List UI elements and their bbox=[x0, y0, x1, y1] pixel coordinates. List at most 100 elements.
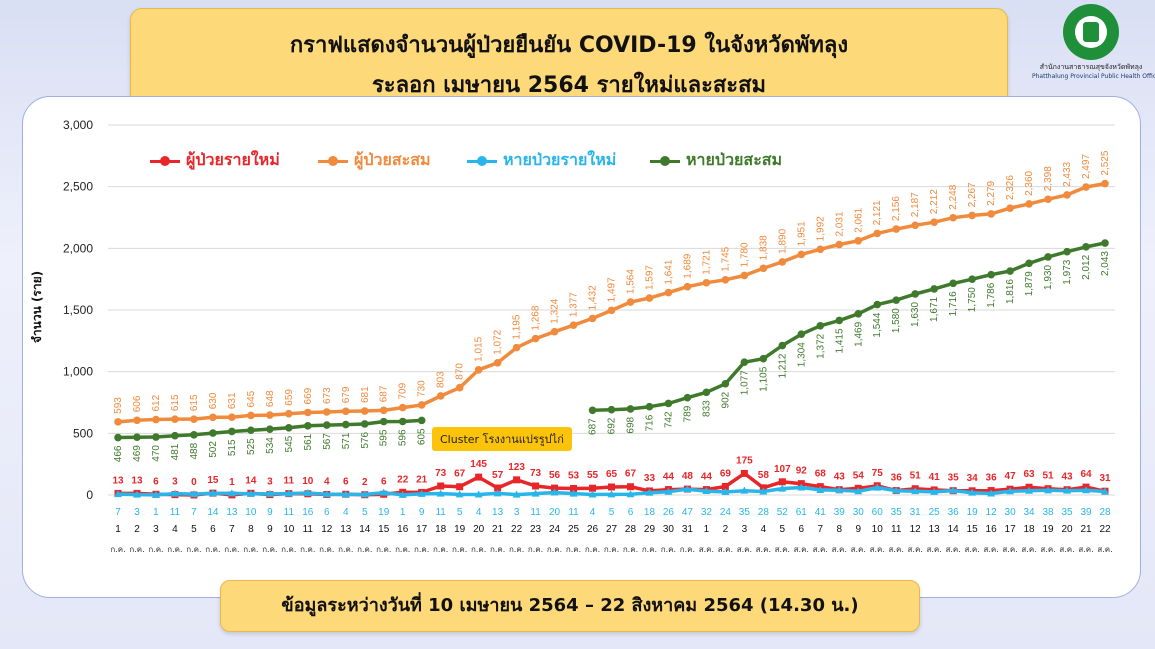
data-label-new_recovered: 11 bbox=[170, 507, 181, 518]
data-point-cumulative bbox=[645, 294, 654, 302]
date-range-footer: ข้อมูลระหว่างวันที่ 10 เมษายน 2564 – 22 … bbox=[220, 580, 920, 632]
data-point-new_recovered bbox=[626, 490, 635, 498]
data-point-new_recovered bbox=[607, 490, 616, 498]
data-label-new_recovered: 32 bbox=[701, 507, 713, 518]
y-tick-label: 1,000 bbox=[63, 365, 93, 379]
data-label-cumulative: 615 bbox=[189, 394, 200, 411]
data-label-new_recovered: 41 bbox=[815, 507, 827, 518]
data-point-cumulative bbox=[892, 225, 901, 233]
data-label-new_cases: 48 bbox=[682, 471, 694, 482]
x-month-label: ส.ค. bbox=[832, 545, 847, 554]
x-month-label: ส.ค. bbox=[945, 545, 960, 554]
data-label-new_cases: 145 bbox=[470, 459, 487, 470]
data-label-new_recovered: 47 bbox=[682, 507, 694, 518]
legend-item-new_cases: ผู้ป่วยรายใหม่ bbox=[150, 148, 280, 173]
data-label-new_recovered: 6 bbox=[324, 507, 330, 518]
data-point-cum_recovered bbox=[854, 310, 863, 318]
health-office-emblem-icon bbox=[1063, 4, 1119, 60]
data-point-cumulative bbox=[949, 213, 957, 222]
data-point-cum_recovered bbox=[209, 429, 217, 437]
data-label-cumulative: 1,745 bbox=[720, 246, 731, 271]
data-label-cum_recovered: 1,372 bbox=[815, 333, 826, 358]
data-point-new_recovered bbox=[588, 490, 597, 498]
x-tick-label: 14 bbox=[359, 524, 371, 535]
data-label-cum_recovered: 1,786 bbox=[986, 282, 997, 307]
data-label-new_cases: 43 bbox=[834, 472, 846, 483]
data-label-cum_recovered: 698 bbox=[625, 416, 636, 433]
data-label-cum_recovered: 470 bbox=[151, 445, 162, 462]
x-month-label: ก.ค. bbox=[509, 545, 524, 554]
data-point-new_recovered bbox=[132, 490, 141, 498]
data-point-cumulative bbox=[1101, 179, 1109, 188]
data-label-new_recovered: 16 bbox=[302, 507, 314, 518]
x-tick-label: 10 bbox=[872, 524, 884, 535]
data-label-new_cases: 0 bbox=[191, 477, 197, 488]
data-label-cumulative: 1,689 bbox=[682, 253, 693, 278]
data-label-cumulative: 1,195 bbox=[512, 314, 523, 339]
x-tick-label: 23 bbox=[530, 524, 542, 535]
data-label-new_recovered: 11 bbox=[568, 507, 579, 518]
data-point-cumulative bbox=[455, 383, 464, 392]
data-point-new_recovered bbox=[892, 486, 901, 494]
legend-item-new_recovered: หายป่วยรายใหม่ bbox=[467, 148, 616, 173]
data-label-new_recovered: 35 bbox=[739, 507, 751, 518]
data-point-new_cases bbox=[740, 469, 748, 477]
data-label-new_recovered: 14 bbox=[207, 507, 219, 518]
data-label-new_cases: 3 bbox=[172, 477, 178, 488]
data-label-cumulative: 606 bbox=[132, 395, 143, 412]
data-point-cumulative bbox=[398, 403, 407, 412]
x-tick-label: 16 bbox=[986, 524, 998, 535]
y-tick-label: 2,500 bbox=[63, 180, 93, 194]
data-point-new_recovered bbox=[417, 489, 426, 497]
data-label-new_cases: 75 bbox=[872, 468, 884, 479]
data-label-cum_recovered: 1,879 bbox=[1024, 271, 1035, 296]
data-point-cumulative bbox=[911, 221, 919, 230]
data-label-new_cases: 54 bbox=[853, 470, 865, 481]
x-tick-label: 3 bbox=[742, 524, 748, 535]
data-label-cumulative: 2,497 bbox=[1081, 154, 1092, 179]
x-month-label: ก.ค. bbox=[604, 545, 619, 554]
chart-subtitle: ระลอก เมษายน 2564 รายใหม่และสะสม bbox=[371, 73, 767, 98]
data-label-cum_recovered: 1,973 bbox=[1062, 259, 1073, 284]
data-point-cum_recovered bbox=[1025, 259, 1033, 268]
logo-english-text: Phatthalung Provincial Public Health Off… bbox=[1032, 73, 1155, 80]
data-point-cum_recovered bbox=[664, 399, 673, 408]
data-point-new_recovered bbox=[227, 489, 236, 497]
line-chart: 0 500 1,000 1,500 2,000 2,500 3,000 จำนวน (ราย)… bbox=[30, 118, 1115, 554]
x-month-label: ก.ค. bbox=[452, 545, 467, 554]
data-point-cumulative bbox=[1063, 191, 1071, 199]
data-label-cum_recovered: 1,415 bbox=[834, 328, 845, 353]
data-label-new_cases: 22 bbox=[397, 474, 409, 485]
data-label-cumulative: 2,121 bbox=[872, 200, 883, 225]
chart-title: กราฟแสดงจำนวนผู้ป่วยยืนยัน COVID-19 ในจั… bbox=[289, 33, 849, 58]
data-point-cumulative bbox=[171, 415, 179, 423]
data-point-new_cases bbox=[551, 484, 559, 492]
x-tick-label: 16 bbox=[397, 524, 409, 535]
data-point-cum_recovered bbox=[285, 423, 293, 432]
data-label-new_recovered: 7 bbox=[115, 507, 121, 518]
data-label-new_recovered: 39 bbox=[1080, 507, 1092, 518]
data-label-cum_recovered: 1,580 bbox=[891, 308, 902, 333]
x-month-label: ก.ค. bbox=[300, 545, 315, 554]
x-month-label: ก.ค. bbox=[680, 545, 695, 554]
data-point-cumulative bbox=[873, 229, 882, 238]
data-point-new_recovered bbox=[170, 489, 179, 497]
data-label-cumulative: 673 bbox=[322, 387, 333, 404]
x-tick-label: 11 bbox=[303, 524, 314, 535]
data-label-new_cases: 107 bbox=[774, 464, 791, 475]
x-month-label: ส.ค. bbox=[775, 545, 790, 554]
x-month-label: ก.ค. bbox=[186, 545, 201, 554]
data-point-new_recovered bbox=[759, 487, 768, 495]
data-label-new_cases: 33 bbox=[644, 473, 656, 484]
data-label-new_cases: 21 bbox=[416, 474, 428, 485]
data-label-new_recovered: 5 bbox=[609, 507, 615, 518]
data-label-cumulative: 1,268 bbox=[531, 305, 542, 330]
data-label-cumulative: 2,279 bbox=[986, 180, 997, 205]
data-label-cum_recovered: 1,930 bbox=[1043, 265, 1054, 290]
x-month-label: ส.ค. bbox=[927, 545, 942, 554]
x-month-label: ส.ค. bbox=[1040, 545, 1055, 554]
data-label-cum_recovered: 2,012 bbox=[1081, 254, 1092, 279]
x-month-label: ก.ค. bbox=[243, 545, 258, 554]
data-label-cum_recovered: 481 bbox=[170, 443, 181, 460]
y-tick-label: 500 bbox=[73, 426, 93, 440]
